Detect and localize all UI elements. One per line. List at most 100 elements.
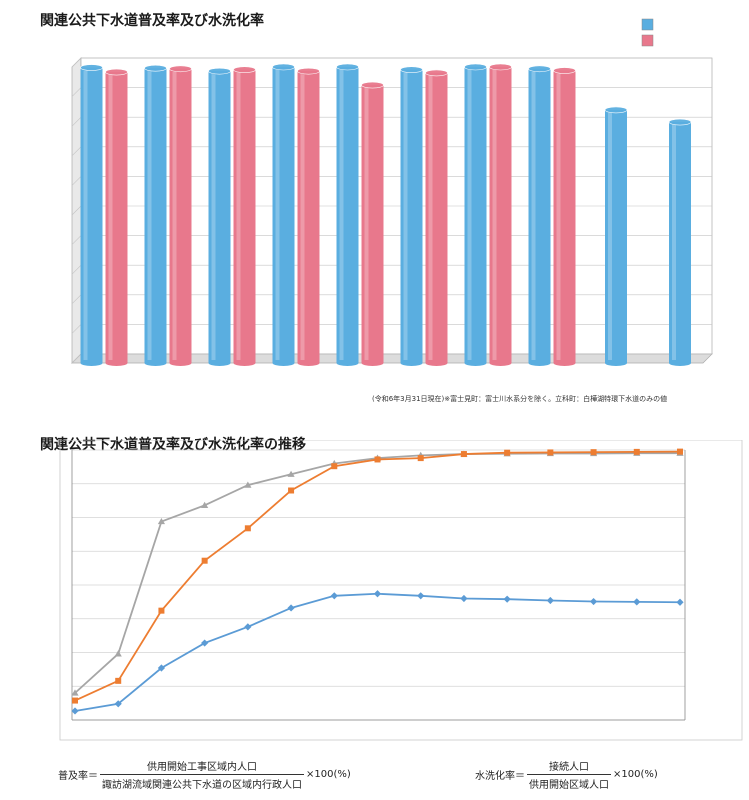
bar-suisen-base — [169, 360, 192, 366]
bar-fukyu-base — [144, 360, 167, 366]
chart2-title: 関連公共下水道普及率及び水洗化率の推移 — [40, 437, 306, 453]
bar-suisen-base — [105, 360, 128, 366]
chart2-series-1-point — [331, 463, 338, 470]
chart1-gridline-side — [71, 294, 82, 305]
bar-suisen-shine — [108, 75, 113, 361]
bar-suisen-cap — [489, 63, 512, 71]
bar-fukyu-cap — [400, 66, 423, 73]
chart2-series-0-point — [71, 689, 79, 696]
bar-fukyu-cap — [80, 64, 103, 71]
bar-suisen — [233, 69, 256, 363]
chart2-series-1-point — [590, 449, 597, 456]
bar-fukyu-base — [528, 360, 551, 366]
bar-fukyu — [528, 68, 551, 363]
bar-suisen-base — [361, 360, 384, 366]
bar-fukyu-shine — [531, 71, 536, 360]
chart2-series-1-point — [374, 456, 381, 463]
bar-fukyu — [669, 122, 691, 363]
chart2-series-1-point — [72, 697, 78, 704]
chart2-series-2-point — [546, 596, 554, 605]
bar-fukyu-base — [605, 360, 627, 366]
bar-fukyu — [144, 68, 167, 364]
bar-fukyu — [400, 69, 423, 363]
bar-fukyu-cap — [668, 118, 692, 126]
bar-fukyu-base — [336, 360, 359, 366]
chart2-series-0-point — [114, 650, 122, 657]
chart2-series-2-point — [633, 598, 641, 606]
chart2-series-2-point — [287, 604, 295, 612]
chart1-note: (令和6年3月31日現在)※富士見町：富士川水系分を除く。立科町：白樺湖特環下水… — [372, 395, 668, 403]
bar-suisen — [489, 67, 512, 363]
bar-fukyu-shine — [339, 70, 344, 360]
bar-fukyu-shine — [467, 70, 472, 360]
bar-suisen-shine — [428, 75, 433, 361]
suisen-numerator: 接続人口 — [527, 758, 611, 775]
bar-fukyu — [605, 109, 627, 363]
chart2-series-2-point — [71, 707, 79, 715]
fukyu-formula-label: 普及率＝ — [58, 771, 98, 782]
chart2-series-1-point — [288, 487, 295, 494]
chart2-series-1-point — [244, 525, 251, 532]
fukyu-formula: 普及率＝ 供用開始工事区域内人口 諏訪湖流域関連公共下水道の区域内行政人口 ×100(… — [58, 758, 351, 791]
chart2-series-2-point — [503, 595, 511, 603]
bar-suisen-base — [425, 360, 448, 366]
bar-fukyu-base — [208, 360, 231, 366]
bar-fukyu-shine — [608, 112, 612, 360]
chart2-series-0-point — [287, 470, 295, 477]
bar-fukyu-base — [272, 360, 295, 366]
chart1-legend-swatch-1 — [641, 34, 654, 47]
bar-suisen-base — [297, 360, 320, 366]
bar-suisen-cap — [425, 69, 448, 77]
chart2-frame — [59, 440, 743, 741]
bar-fukyu — [208, 71, 231, 364]
bar-fukyu-base — [80, 360, 103, 366]
bar-suisen-shine — [172, 71, 177, 360]
chart2-series-2-point — [589, 597, 598, 606]
chart2-series-2-point — [244, 623, 252, 631]
line-chart — [59, 440, 743, 741]
bar-fukyu — [336, 67, 359, 363]
suisen-suffix: ×100(%) — [613, 769, 658, 780]
bar-suisen-cap — [361, 81, 384, 89]
chart2-series-2-point — [373, 590, 382, 598]
chart2-series-1-point — [504, 449, 511, 456]
bar-suisen-base — [233, 360, 256, 366]
bar-suisen-base — [489, 360, 512, 366]
bar-suisen-shine — [300, 74, 305, 361]
bar-fukyu-shine — [672, 125, 676, 360]
bar-suisen-cap — [297, 67, 320, 75]
chart2-series-2-point — [114, 700, 122, 708]
chart1-gridline-side — [71, 116, 82, 127]
chart1-gridline-side — [71, 353, 82, 364]
bar-fukyu-cap — [144, 64, 167, 72]
chart1-gridline-side — [71, 146, 82, 157]
bar-fukyu-base — [400, 360, 423, 366]
suisen-formula-label: 水洗化率＝ — [475, 771, 525, 782]
chart2-series-1-point — [677, 448, 683, 455]
bar-suisen-cap — [105, 68, 128, 76]
bar-fukyu-shine — [147, 71, 152, 361]
chart2-series-1-point — [633, 448, 640, 455]
bar-fukyu-shine — [275, 70, 280, 360]
chart2-series-line-1 — [74, 450, 681, 702]
bar-suisen-shine — [556, 73, 561, 360]
bar-fukyu — [464, 67, 487, 363]
suisen-denominator: 供用開始区域人口 — [529, 780, 609, 791]
chart1-gridline-side — [71, 205, 82, 216]
bar-fukyu-cap — [208, 67, 231, 75]
bar-suisen-shine — [236, 72, 241, 360]
chart2-series-1-point — [201, 557, 208, 564]
bar-fukyu-shine — [83, 70, 88, 360]
chart1-gridline-side — [71, 176, 82, 186]
fukyu-numerator: 供用開始工事区域内人口 — [100, 758, 304, 775]
bar-suisen — [105, 72, 128, 364]
bar-fukyu-cap — [272, 63, 295, 71]
bar-fukyu-cap — [528, 65, 551, 73]
bar-fukyu-cap — [464, 63, 487, 71]
bar-suisen-cap — [553, 67, 576, 74]
chart1-legend-swatch-0 — [641, 18, 654, 31]
chart2-series-1-point — [115, 677, 122, 684]
chart2-series-0-point — [157, 517, 166, 525]
bar-fukyu-cap — [604, 106, 628, 114]
bar-suisen-base — [553, 360, 576, 366]
